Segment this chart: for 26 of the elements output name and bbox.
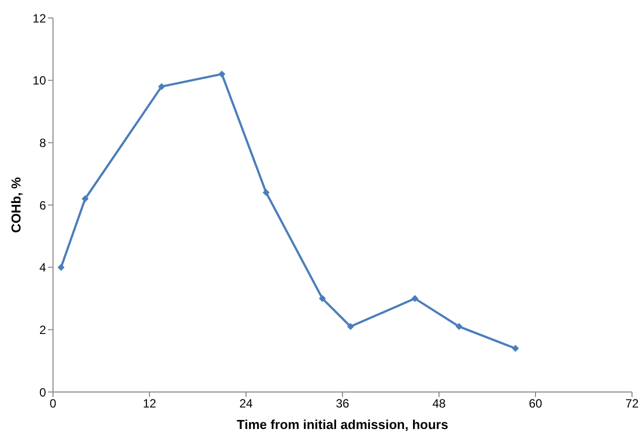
point xyxy=(318,295,326,302)
x-tick-label: 48 xyxy=(432,396,446,411)
point xyxy=(456,323,463,330)
x-tick-label: 24 xyxy=(239,396,253,411)
y-tick-label: 6 xyxy=(39,198,46,212)
point xyxy=(158,83,166,90)
point xyxy=(82,195,89,202)
point xyxy=(347,323,354,330)
point xyxy=(58,264,65,271)
x-tick-label: 36 xyxy=(336,396,350,411)
y-tick-label: 2 xyxy=(39,322,46,337)
point xyxy=(218,70,226,78)
y-tick-label: 8 xyxy=(39,136,46,150)
x-tick-label: 12 xyxy=(142,396,156,411)
x-tick-label: 72 xyxy=(625,396,639,411)
x-axis-title: Time from initial admission, hours xyxy=(236,417,448,432)
point xyxy=(411,295,418,302)
y-tick-label: 10 xyxy=(32,74,46,88)
y-tick-label: 0 xyxy=(39,385,46,400)
x-tick-label: 60 xyxy=(528,396,542,411)
point xyxy=(262,189,270,196)
y-tick-label: 4 xyxy=(39,260,46,275)
y-axis-title: COHb, % xyxy=(8,176,24,233)
x-tick-label: 0 xyxy=(50,396,57,411)
point xyxy=(512,344,519,352)
y-tick-label: 12 xyxy=(32,11,46,26)
